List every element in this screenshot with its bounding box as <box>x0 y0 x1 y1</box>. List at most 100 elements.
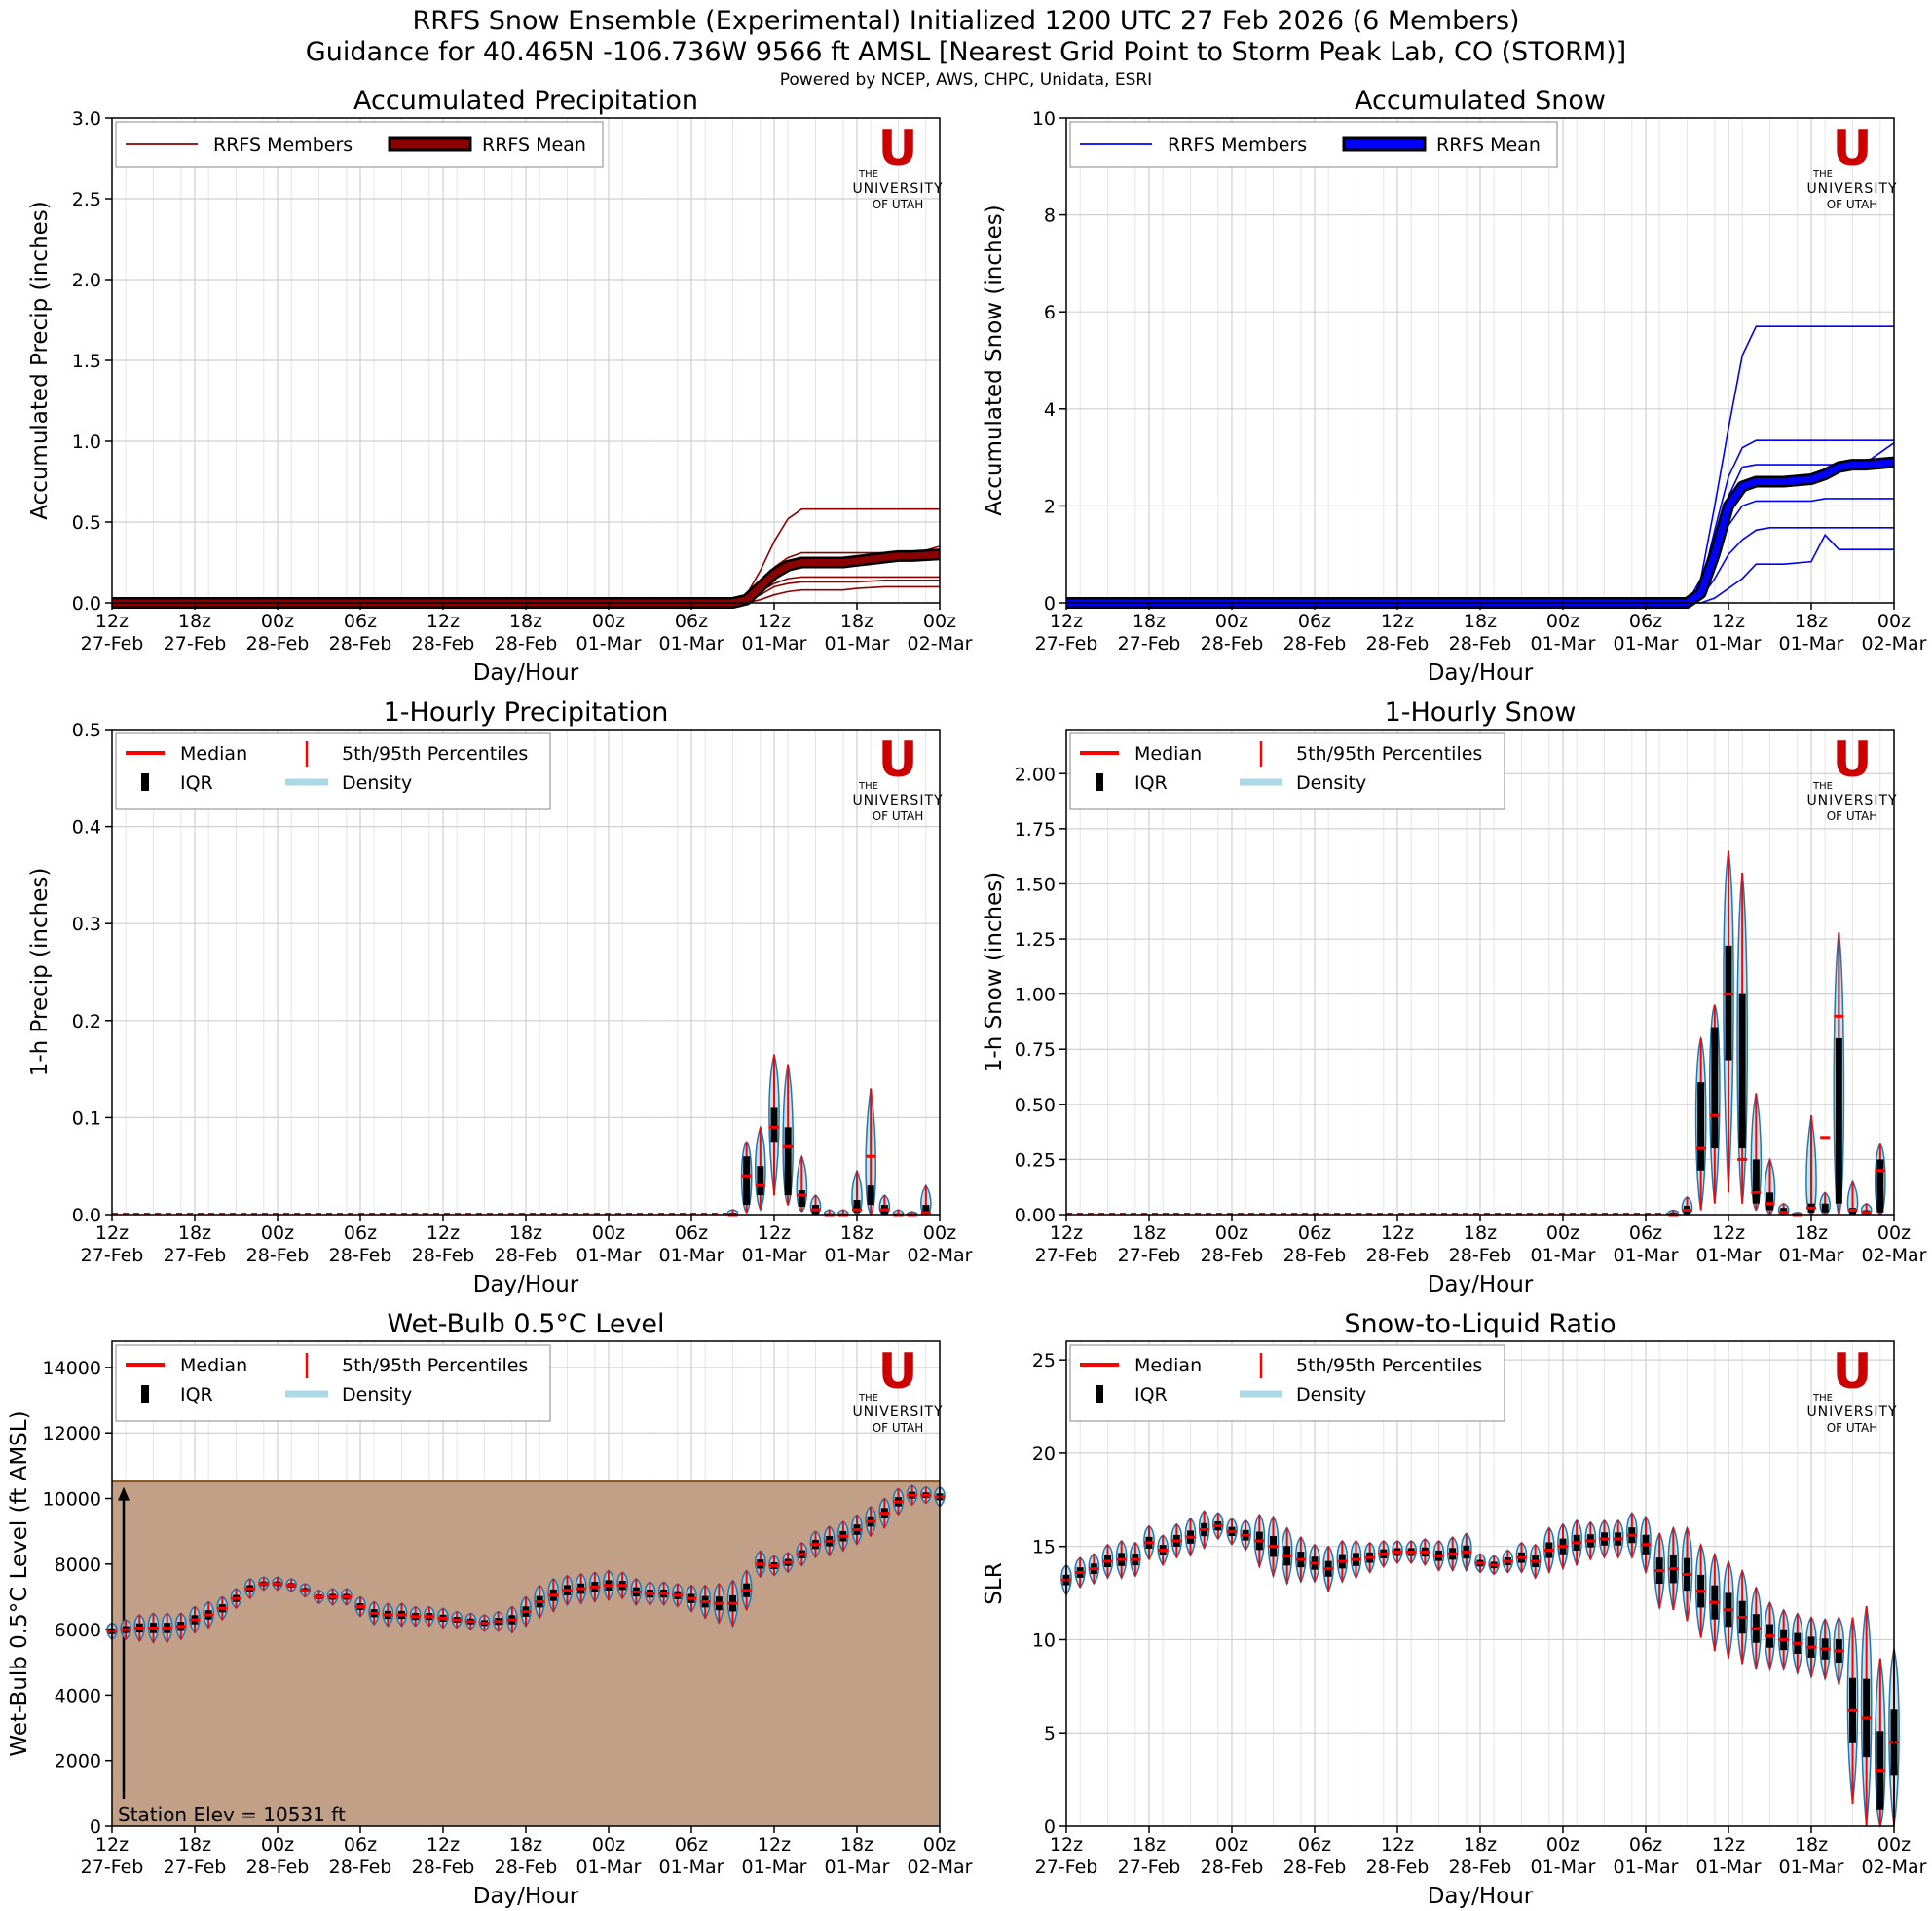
x-tick-label-hour: 06z <box>1298 1222 1331 1244</box>
x-tick-label-hour: 18z <box>1795 1222 1828 1244</box>
x-tick-label-day: 28-Feb <box>246 1245 310 1266</box>
y-tick-label: 15 <box>1032 1537 1056 1558</box>
main-title: RRFS Snow Ensemble (Experimental) Initia… <box>412 6 1520 36</box>
logo-letter: U <box>878 731 918 788</box>
x-tick-label-hour: 06z <box>1298 611 1331 632</box>
x-tick-label-hour: 18z <box>1464 611 1497 632</box>
x-tick-label-hour: 18z <box>1795 1834 1828 1855</box>
violin-mark <box>451 1610 464 1630</box>
legend-percentile-label: 5th/95th Percentiles <box>342 1355 528 1376</box>
logo-line2: UNIVERSITY <box>1806 793 1897 808</box>
violin-mark <box>1446 1536 1459 1573</box>
panel-acc_precip: 0.00.51.01.52.02.53.012z27-Feb18z27-Feb0… <box>27 86 973 686</box>
violin-mark <box>1819 1136 1832 1216</box>
violin-mark <box>657 1581 670 1606</box>
panel-hourly_snow: 0.000.250.500.751.001.251.501.752.0012z2… <box>982 697 1927 1297</box>
legend-iqr-label: IQR <box>1134 1384 1168 1405</box>
y-tick-label: 0.5 <box>72 512 101 534</box>
violin-mark <box>768 1054 780 1196</box>
violin-iqr-bar <box>743 1156 751 1206</box>
x-tick-label-day: 01-Mar <box>1531 633 1596 655</box>
y-axis-label: Wet-Bulb 0.5°C Level (ft AMSL) <box>7 1410 32 1756</box>
violin-mark <box>174 1612 187 1641</box>
violin-mark <box>1584 1520 1597 1561</box>
logo-line2: UNIVERSITY <box>852 1405 943 1420</box>
violin-mark <box>1709 1003 1721 1204</box>
legend-percentile-label: 5th/95th Percentiles <box>1296 743 1482 765</box>
violin-mark <box>478 1614 491 1632</box>
violin-mark <box>1529 1543 1542 1580</box>
violin-mark <box>1819 1618 1831 1682</box>
x-tick-label-hour: 00z <box>1546 611 1579 632</box>
violin-mark <box>1846 1180 1859 1216</box>
x-tick-label-hour: 18z <box>509 1222 542 1244</box>
violin-iqr-bar <box>757 1166 764 1196</box>
y-tick-label: 0.00 <box>1015 1205 1056 1226</box>
violin-mark <box>1667 1525 1680 1611</box>
violin-mark <box>216 1595 229 1622</box>
x-tick-label-hour: 12z <box>427 1222 460 1244</box>
y-tick-label: 1.00 <box>1015 985 1056 1006</box>
x-tick-label-day: 27-Feb <box>164 1245 227 1266</box>
chart-title: Wet-Bulb 0.5°C Level <box>387 1309 664 1339</box>
x-tick-label-hour: 00z <box>1877 1222 1911 1244</box>
y-axis-label: SLR <box>982 1562 1007 1604</box>
logo-letter: U <box>878 1343 918 1400</box>
violin-mark <box>1226 1518 1238 1547</box>
logo-line1: THE <box>1812 1393 1833 1404</box>
x-tick-label-day: 27-Feb <box>1035 1856 1098 1878</box>
x-tick-label-day: 28-Feb <box>1449 1856 1512 1878</box>
x-tick-label-hour: 12z <box>1712 611 1745 632</box>
violin-mark <box>1777 1202 1790 1216</box>
violin-mark <box>851 1169 863 1216</box>
mean-line <box>112 550 941 607</box>
x-tick-label-hour: 00z <box>261 611 294 632</box>
x-axis-label: Day/Hour <box>1428 1272 1534 1297</box>
x-tick-label-hour: 12z <box>1381 1222 1414 1244</box>
x-tick-label-day: 28-Feb <box>495 633 558 655</box>
violin-iqr-bar <box>1835 1037 1842 1204</box>
logo-line2: UNIVERSITY <box>852 793 943 808</box>
violin-mark <box>1736 1568 1749 1665</box>
violin-mark <box>686 1584 697 1613</box>
violin-mark <box>133 1614 146 1643</box>
x-tick-label-day: 28-Feb <box>1201 1856 1264 1878</box>
violin-iqr-bar <box>798 1190 805 1208</box>
y-axis-label: Accumulated Snow (inches) <box>982 205 1007 515</box>
logo-line2: UNIVERSITY <box>852 181 943 197</box>
violin-mark <box>1170 1522 1183 1559</box>
violin-iqr-bar <box>1725 945 1732 1061</box>
terrain-fill <box>112 1480 940 1826</box>
violin-mark <box>1750 1586 1763 1670</box>
x-tick-label-hour: 06z <box>675 611 708 632</box>
x-tick-label-hour: 06z <box>1298 1834 1331 1855</box>
violin-mark <box>1833 1616 1845 1688</box>
violin-mark <box>1240 1518 1252 1552</box>
x-tick-label-day: 01-Mar <box>742 633 807 655</box>
violin-mark <box>505 1605 518 1634</box>
violin-mark <box>782 1064 794 1207</box>
violin-mark <box>1860 1605 1873 1827</box>
legend-percentile-label: 5th/95th Percentiles <box>1296 1355 1482 1376</box>
violin-mark <box>1088 1553 1100 1586</box>
x-tick-label-day: 01-Mar <box>659 1245 724 1266</box>
violin-mark <box>1502 1549 1514 1574</box>
violin-mark <box>892 1487 905 1517</box>
violin-mark <box>1557 1522 1569 1571</box>
violin-mark <box>423 1605 435 1628</box>
y-tick-label: 1.0 <box>72 431 101 453</box>
x-tick-label-day: 27-Feb <box>81 633 144 655</box>
violin-mark <box>1405 1540 1418 1565</box>
violin-mark <box>1377 1540 1390 1568</box>
y-tick-label: 2.5 <box>72 189 101 210</box>
x-tick-label-day: 27-Feb <box>1035 633 1098 655</box>
x-tick-label-hour: 06z <box>344 1834 377 1855</box>
x-tick-label-hour: 00z <box>1546 1222 1579 1244</box>
legend-iqr-swatch <box>141 1385 149 1403</box>
x-tick-label-hour: 12z <box>1381 1834 1414 1855</box>
violin-iqr-bar <box>853 1200 861 1214</box>
violin-mark <box>340 1588 353 1606</box>
violin-mark <box>1392 1540 1403 1565</box>
violin-mark <box>1709 1552 1721 1652</box>
